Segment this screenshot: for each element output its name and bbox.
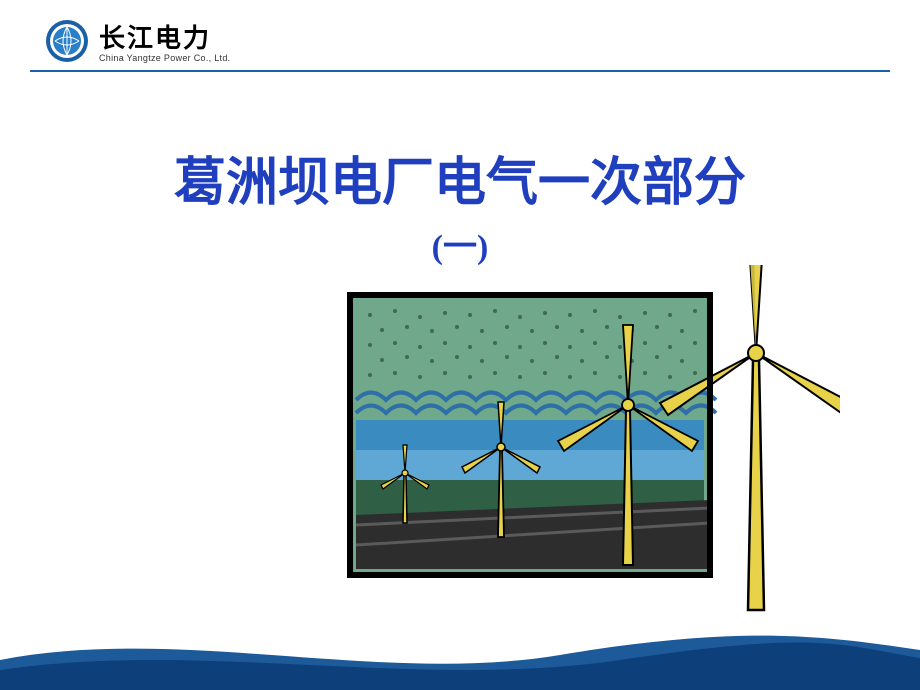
subtitle: (一) bbox=[0, 219, 920, 268]
logo-text-block: 长江电力 China Yangtze Power Co., Ltd. bbox=[99, 18, 230, 63]
company-name-en: China Yangtze Power Co., Ltd. bbox=[99, 53, 230, 63]
header: 长江电力 China Yangtze Power Co., Ltd. bbox=[45, 18, 875, 63]
slide: 长江电力 China Yangtze Power Co., Ltd. 葛洲坝电厂… bbox=[0, 0, 920, 690]
header-divider bbox=[30, 70, 890, 72]
company-name-cn: 长江电力 bbox=[99, 18, 230, 55]
main-title: 葛洲坝电厂电气一次部分 bbox=[0, 140, 920, 215]
company-badge-icon bbox=[45, 19, 89, 63]
bottom-wave-decoration bbox=[0, 630, 920, 690]
wind-turbine-illustration bbox=[340, 265, 840, 625]
title-block: 葛洲坝电厂电气一次部分 (一) bbox=[0, 140, 920, 268]
